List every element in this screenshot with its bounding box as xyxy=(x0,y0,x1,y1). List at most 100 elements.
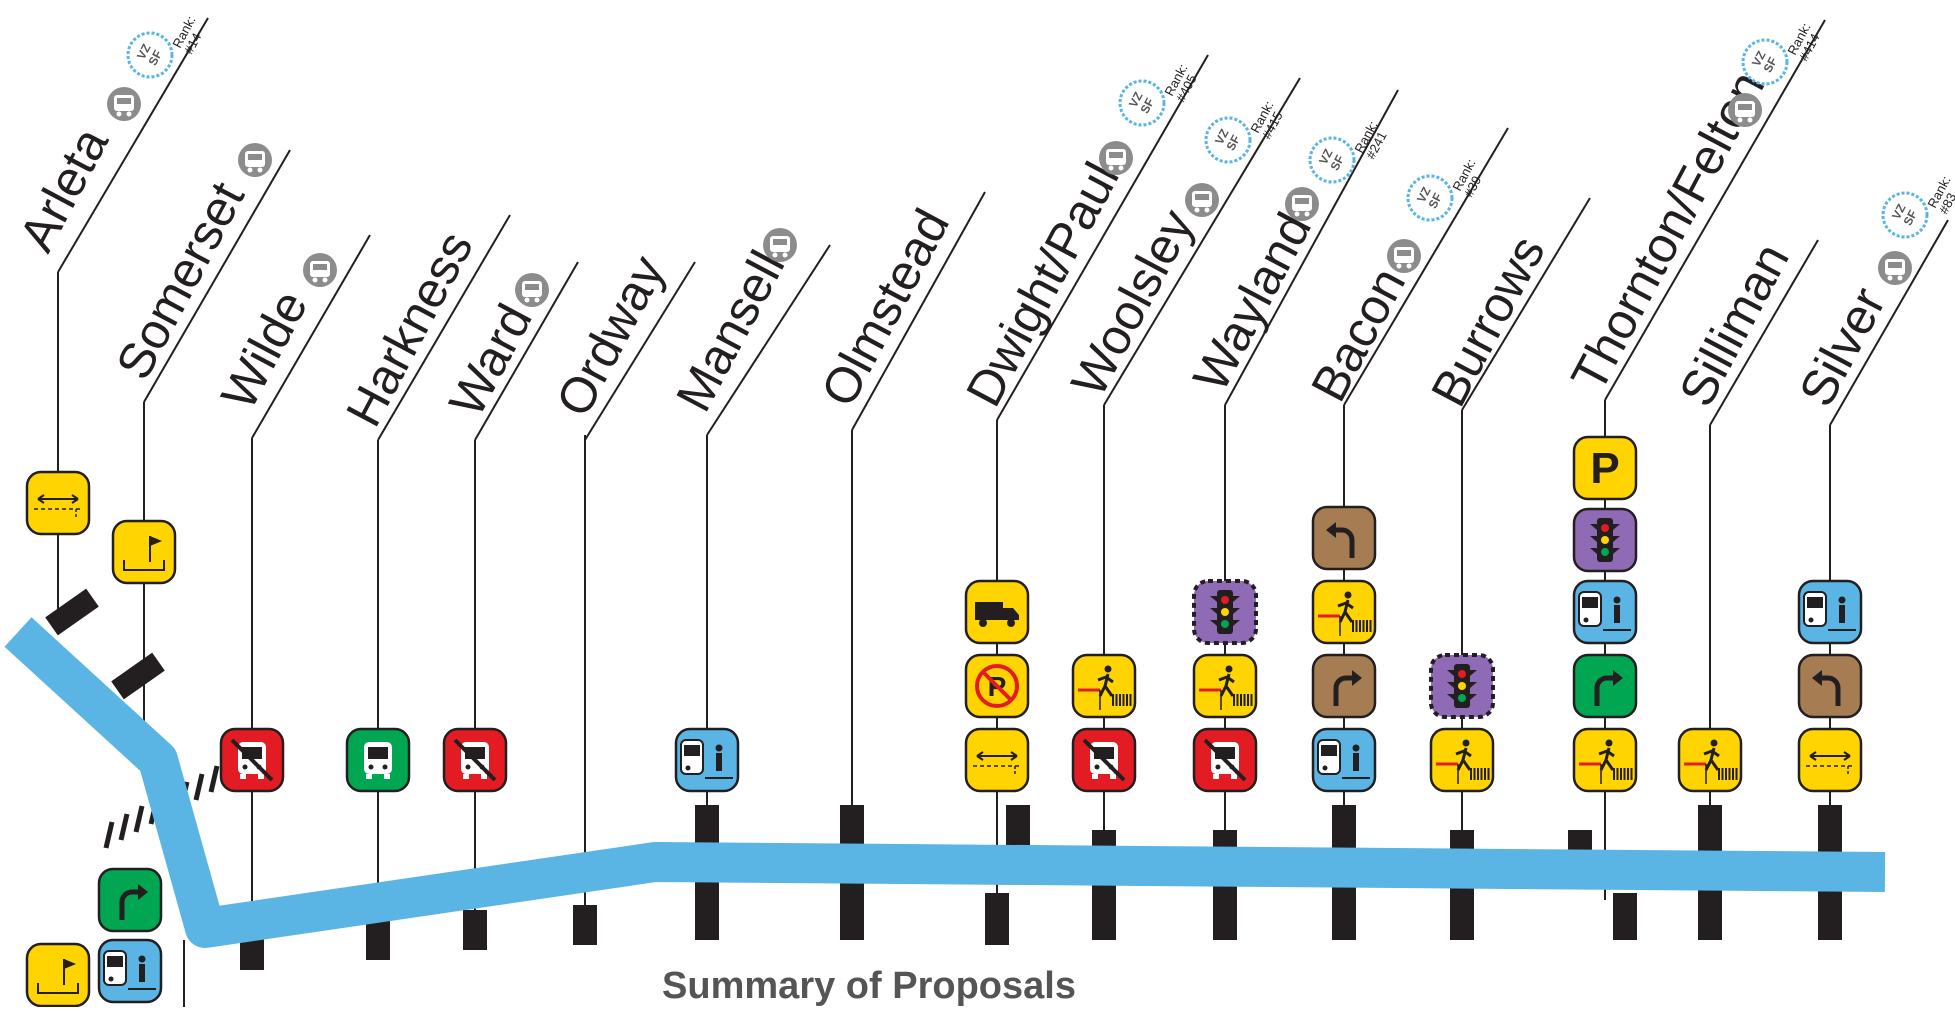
no-bus-icon xyxy=(1192,727,1258,793)
street-leader-line xyxy=(1604,19,1826,401)
bus-boarding-icon xyxy=(674,727,740,793)
bus-stop-icon xyxy=(1878,251,1912,285)
sf-logo-text: SF xyxy=(1426,191,1446,211)
rail-hatch xyxy=(133,805,145,833)
street-label: Ward xyxy=(438,295,543,425)
no-parking-icon: P xyxy=(964,653,1030,719)
vz-logo-text: VZ xyxy=(1749,49,1769,69)
lane-width-icon xyxy=(964,727,1030,793)
traffic-signal-icon xyxy=(1572,507,1638,573)
street-leader-line xyxy=(1709,239,1819,426)
street-label: Bacon xyxy=(1300,259,1416,410)
lane-width-icon xyxy=(1797,727,1863,793)
street-label: Silliman xyxy=(1668,234,1800,415)
turn-left-icon xyxy=(1797,653,1863,719)
bus-stop-icon xyxy=(763,228,797,262)
bus-stop-icon xyxy=(1387,239,1421,273)
turn-right-icon xyxy=(1572,653,1638,719)
street-leader-line xyxy=(584,261,696,441)
parking-icon: P xyxy=(1572,435,1638,501)
street-label: Olmstead xyxy=(810,200,960,415)
vz-logo-text: VZ xyxy=(134,42,154,62)
vz-logo-text: VZ xyxy=(1126,90,1146,110)
pedestrian-crossing-icon xyxy=(1192,653,1258,719)
street-leader-line xyxy=(1343,127,1509,406)
pedestrian-crossing-icon xyxy=(1071,653,1137,719)
proposal-icons: PP xyxy=(25,435,1863,1008)
lane-width-icon xyxy=(25,470,91,536)
route-line xyxy=(4,588,1886,970)
bus-stop-icon xyxy=(1285,187,1319,221)
bus-boarding-icon xyxy=(1797,579,1863,645)
bus-stop-icon xyxy=(1099,141,1133,175)
street-leader-line xyxy=(1829,219,1949,426)
street-leader-line xyxy=(1461,197,1591,411)
flag-icon xyxy=(25,942,91,1008)
bus-stop-icon xyxy=(1185,183,1219,217)
street-leader-line xyxy=(851,191,986,431)
street-leader-line xyxy=(474,261,579,441)
no-bus-icon xyxy=(219,727,285,793)
bus-stop-icon xyxy=(238,143,272,177)
street-leader-line xyxy=(1103,77,1301,406)
route-crossbar xyxy=(573,905,597,945)
street-leader-line xyxy=(57,17,209,273)
route-crossbar xyxy=(111,652,165,700)
vz-logo-text: VZ xyxy=(1889,202,1909,222)
bus-boarding-icon xyxy=(1572,579,1638,645)
traffic-signal-icon xyxy=(1192,579,1258,645)
rail-hatch xyxy=(193,773,205,801)
bus-stop-icon xyxy=(303,253,337,287)
street-label: Burrows xyxy=(1420,227,1556,415)
route-path xyxy=(4,617,1886,948)
route-crossbar xyxy=(1568,830,1592,850)
rail-hatch xyxy=(208,765,220,793)
turn-right-icon xyxy=(1311,653,1377,719)
sf-logo-text: SF xyxy=(1761,55,1781,75)
sf-logo-text: SF xyxy=(1138,96,1158,116)
street-leader-line xyxy=(377,214,511,441)
pedestrian-crossing-icon xyxy=(1311,579,1377,645)
bus-stop-icon xyxy=(107,87,141,121)
street-leader-line xyxy=(251,234,371,439)
street-leader-line xyxy=(706,244,831,436)
route-crossbar xyxy=(463,910,487,950)
street-leader-line xyxy=(996,54,1209,421)
bus-boarding-icon xyxy=(1311,727,1377,793)
turn-right-icon xyxy=(97,867,163,933)
truck-icon xyxy=(964,579,1030,645)
vz-logo-text: VZ xyxy=(1316,147,1336,167)
bus-boarding-icon xyxy=(97,938,163,1004)
route-crossbar xyxy=(1006,805,1030,850)
flag-icon xyxy=(111,519,177,585)
pedestrian-crossing-icon xyxy=(1677,727,1743,793)
street-label: Arleta xyxy=(8,118,119,260)
rail-hatch xyxy=(118,813,130,841)
sf-logo-text: SF xyxy=(1328,153,1348,173)
vz-logo-text: VZ xyxy=(1414,185,1434,205)
pedestrian-crossing-icon xyxy=(1572,727,1638,793)
bus-stop-icon xyxy=(515,273,549,307)
street-label: Wayland xyxy=(1182,204,1322,400)
vz-logo-text: VZ xyxy=(1212,127,1232,147)
no-bus-icon xyxy=(442,727,508,793)
pedestrian-crossing-icon xyxy=(1429,727,1495,793)
street-leader-line xyxy=(1224,89,1399,406)
diagram-title: Summary of Proposals xyxy=(662,965,1076,1007)
street-leader-line xyxy=(143,149,291,403)
street-label: Mansell xyxy=(665,242,795,420)
street-label: Silver xyxy=(1788,278,1896,415)
no-bus-icon xyxy=(1071,727,1137,793)
sf-logo-text: SF xyxy=(1224,133,1244,153)
turn-left-icon xyxy=(1311,505,1377,571)
traffic-signal-icon xyxy=(1429,653,1495,719)
